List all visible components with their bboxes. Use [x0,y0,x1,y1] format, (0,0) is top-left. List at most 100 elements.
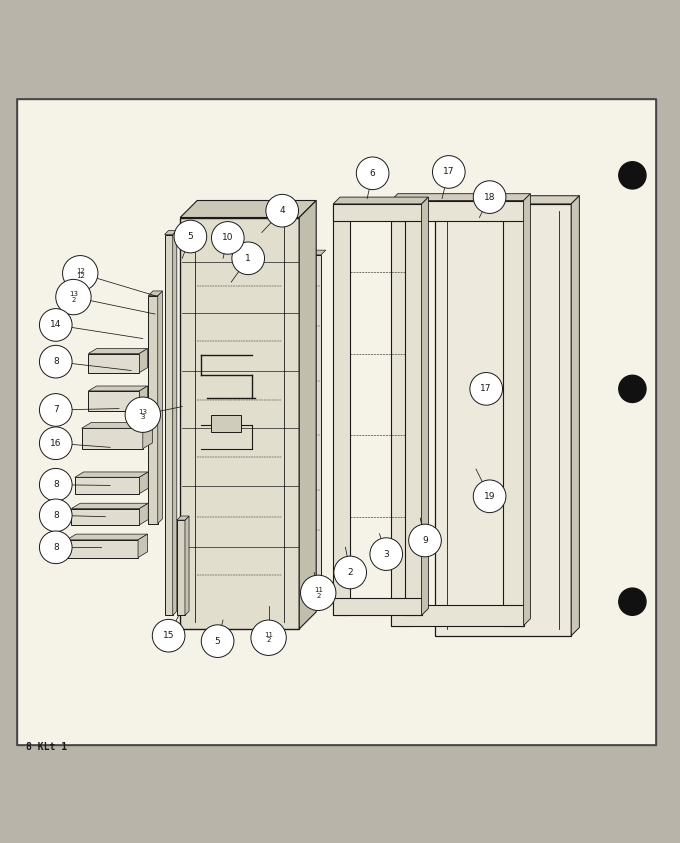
Polygon shape [67,540,138,557]
Polygon shape [139,472,148,494]
Text: 8: 8 [53,481,58,489]
Circle shape [370,538,403,571]
Circle shape [473,180,506,213]
Circle shape [409,524,441,557]
Circle shape [39,469,72,501]
Text: 6: 6 [370,169,375,178]
Polygon shape [177,520,185,615]
Polygon shape [333,197,428,204]
Polygon shape [67,534,148,540]
Circle shape [470,373,503,405]
Circle shape [152,620,185,652]
Text: 3: 3 [384,550,389,559]
Polygon shape [17,99,656,744]
Polygon shape [165,230,177,234]
Text: 5: 5 [215,636,220,646]
Circle shape [39,309,72,341]
Polygon shape [435,196,579,204]
Circle shape [56,279,91,314]
Text: 17: 17 [443,168,454,176]
Circle shape [266,195,299,227]
Polygon shape [177,516,189,520]
Circle shape [619,375,646,402]
Polygon shape [524,194,530,626]
Polygon shape [299,201,316,629]
Polygon shape [165,234,173,615]
Polygon shape [304,255,321,578]
Text: 11
2: 11 2 [264,632,273,643]
Polygon shape [139,386,148,411]
Polygon shape [173,230,177,615]
Polygon shape [158,291,163,524]
Polygon shape [391,201,524,221]
Polygon shape [391,201,411,626]
Polygon shape [304,250,326,255]
Polygon shape [138,534,148,557]
Text: 8 KLt 1: 8 KLt 1 [26,742,67,752]
Polygon shape [422,197,428,615]
Polygon shape [405,204,422,615]
Circle shape [174,220,207,253]
Circle shape [211,222,244,255]
Circle shape [334,556,367,588]
Polygon shape [571,196,579,636]
Circle shape [39,346,72,378]
Polygon shape [88,353,139,373]
Text: 10: 10 [222,234,233,243]
Text: 2: 2 [347,568,353,577]
Circle shape [251,620,286,655]
Polygon shape [185,516,189,615]
Polygon shape [75,477,139,494]
Polygon shape [88,349,148,353]
Polygon shape [435,204,571,636]
Text: 19: 19 [484,491,495,501]
Polygon shape [411,228,422,599]
Polygon shape [71,503,148,508]
Circle shape [125,397,160,432]
Text: 1: 1 [245,254,251,263]
Text: 8: 8 [53,357,58,366]
Polygon shape [333,599,422,615]
Text: 13
3: 13 3 [138,409,148,421]
Polygon shape [503,201,524,626]
Circle shape [473,480,506,513]
Polygon shape [148,296,158,524]
Circle shape [39,427,72,459]
Polygon shape [333,204,350,615]
Circle shape [356,157,389,190]
Text: 11
2: 11 2 [313,587,323,599]
Text: 13
2: 13 2 [69,292,78,303]
Polygon shape [211,415,241,432]
Polygon shape [391,605,524,626]
Polygon shape [71,508,139,525]
Polygon shape [180,217,299,629]
Text: 15: 15 [163,631,174,640]
Circle shape [39,394,72,427]
Polygon shape [180,201,316,217]
Text: 8: 8 [53,543,58,552]
Polygon shape [143,422,152,448]
Polygon shape [139,349,148,373]
Polygon shape [88,386,148,391]
Circle shape [619,162,646,189]
Polygon shape [139,503,148,525]
Polygon shape [82,422,152,428]
Circle shape [201,625,234,658]
Circle shape [301,575,336,610]
Polygon shape [75,472,148,477]
Circle shape [432,156,465,188]
Text: 8: 8 [53,511,58,520]
Text: 12
12: 12 12 [75,267,85,279]
Circle shape [63,255,98,291]
Text: 9: 9 [422,536,428,545]
Text: 7: 7 [53,405,58,415]
Text: 14: 14 [50,320,61,330]
Text: 16: 16 [50,438,61,448]
Text: 4: 4 [279,207,285,215]
Text: 17: 17 [481,384,492,394]
Circle shape [619,588,646,615]
Polygon shape [148,291,163,296]
Polygon shape [82,428,143,448]
Circle shape [232,242,265,275]
Text: 18: 18 [484,192,495,201]
